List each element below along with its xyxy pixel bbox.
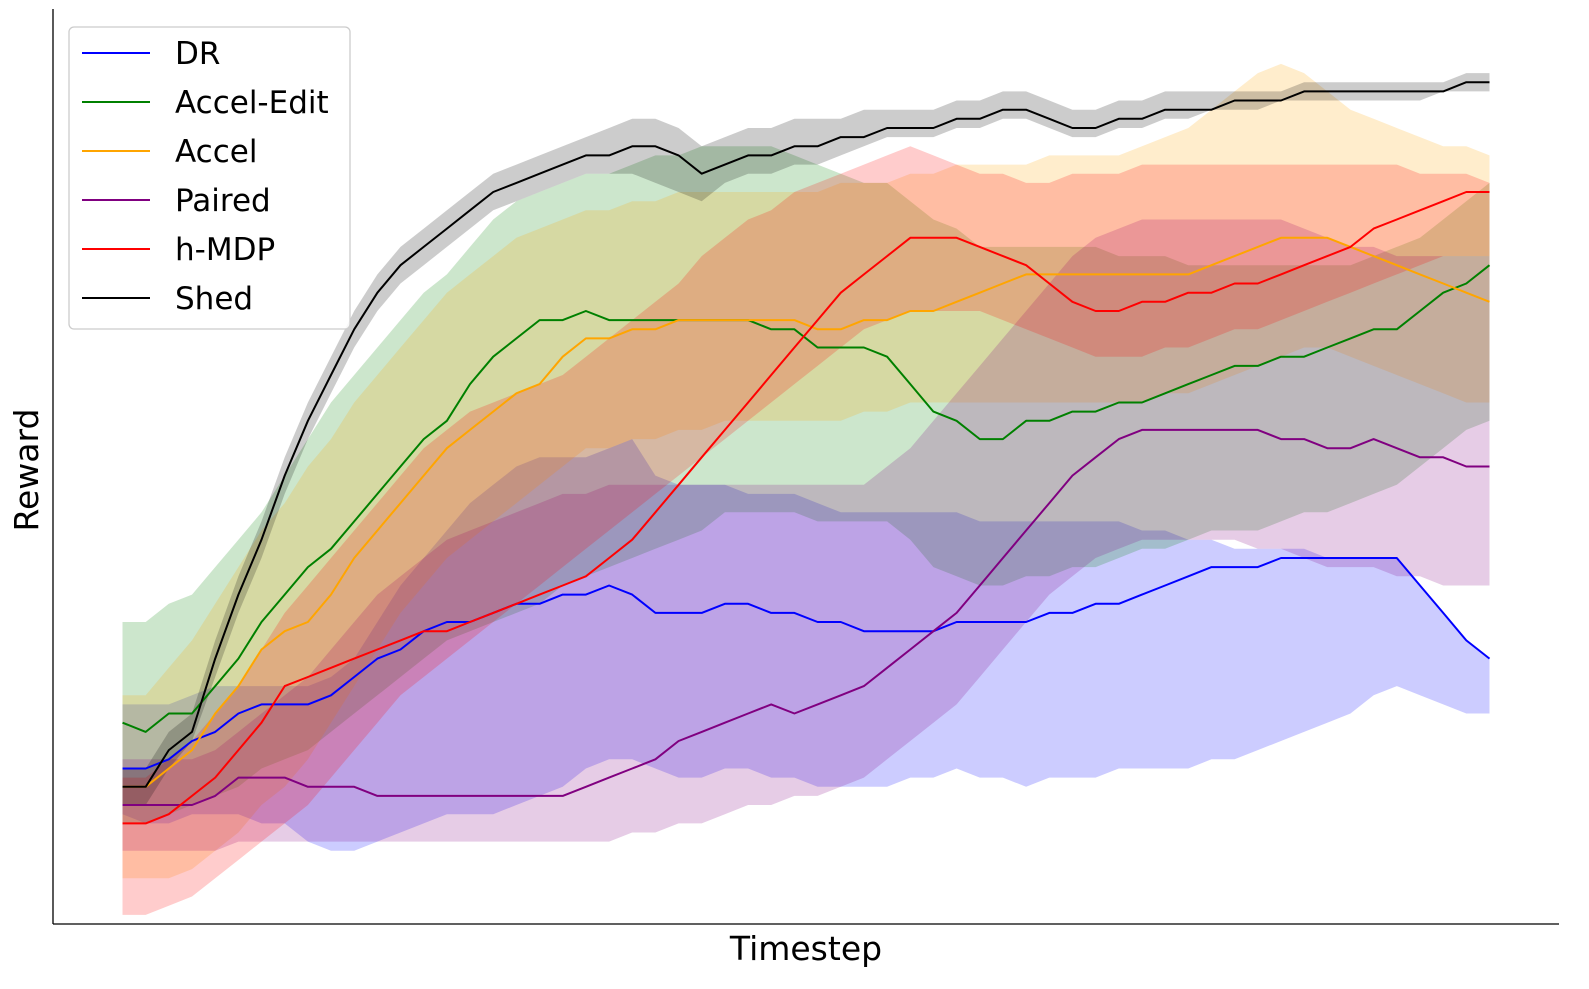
line-paired xyxy=(122,428,1490,806)
legend-label-paired: Paired xyxy=(175,183,271,219)
band-dr xyxy=(122,439,1490,851)
legend-label-dr: DR xyxy=(175,36,220,72)
confidence-bands xyxy=(122,63,1490,915)
legend: DR Accel-Edit Accel Paired h-MDP Shed xyxy=(68,26,351,330)
legend-label-h-mdp: h-MDP xyxy=(175,232,275,268)
line-dr xyxy=(122,557,1491,770)
line-h-mdp xyxy=(122,191,1490,825)
band-h-mdp xyxy=(122,146,1490,915)
x-axis-label: Timestep xyxy=(729,929,882,968)
band-accel xyxy=(122,63,1490,879)
legend-label-accel: Accel xyxy=(175,134,257,170)
line-shed xyxy=(122,81,1490,788)
y-axis-label: Reward xyxy=(7,409,46,532)
band-accel-edit xyxy=(122,146,1490,824)
legend-label-accel-edit: Accel-Edit xyxy=(175,85,329,121)
line-accel xyxy=(122,236,1490,788)
legend-label-shed: Shed xyxy=(175,281,253,317)
series-lines xyxy=(122,81,1491,825)
line-accel-edit xyxy=(122,264,1491,733)
legend-items: DR Accel-Edit Accel Paired h-MDP Shed xyxy=(82,36,329,317)
band-paired xyxy=(122,219,1490,851)
